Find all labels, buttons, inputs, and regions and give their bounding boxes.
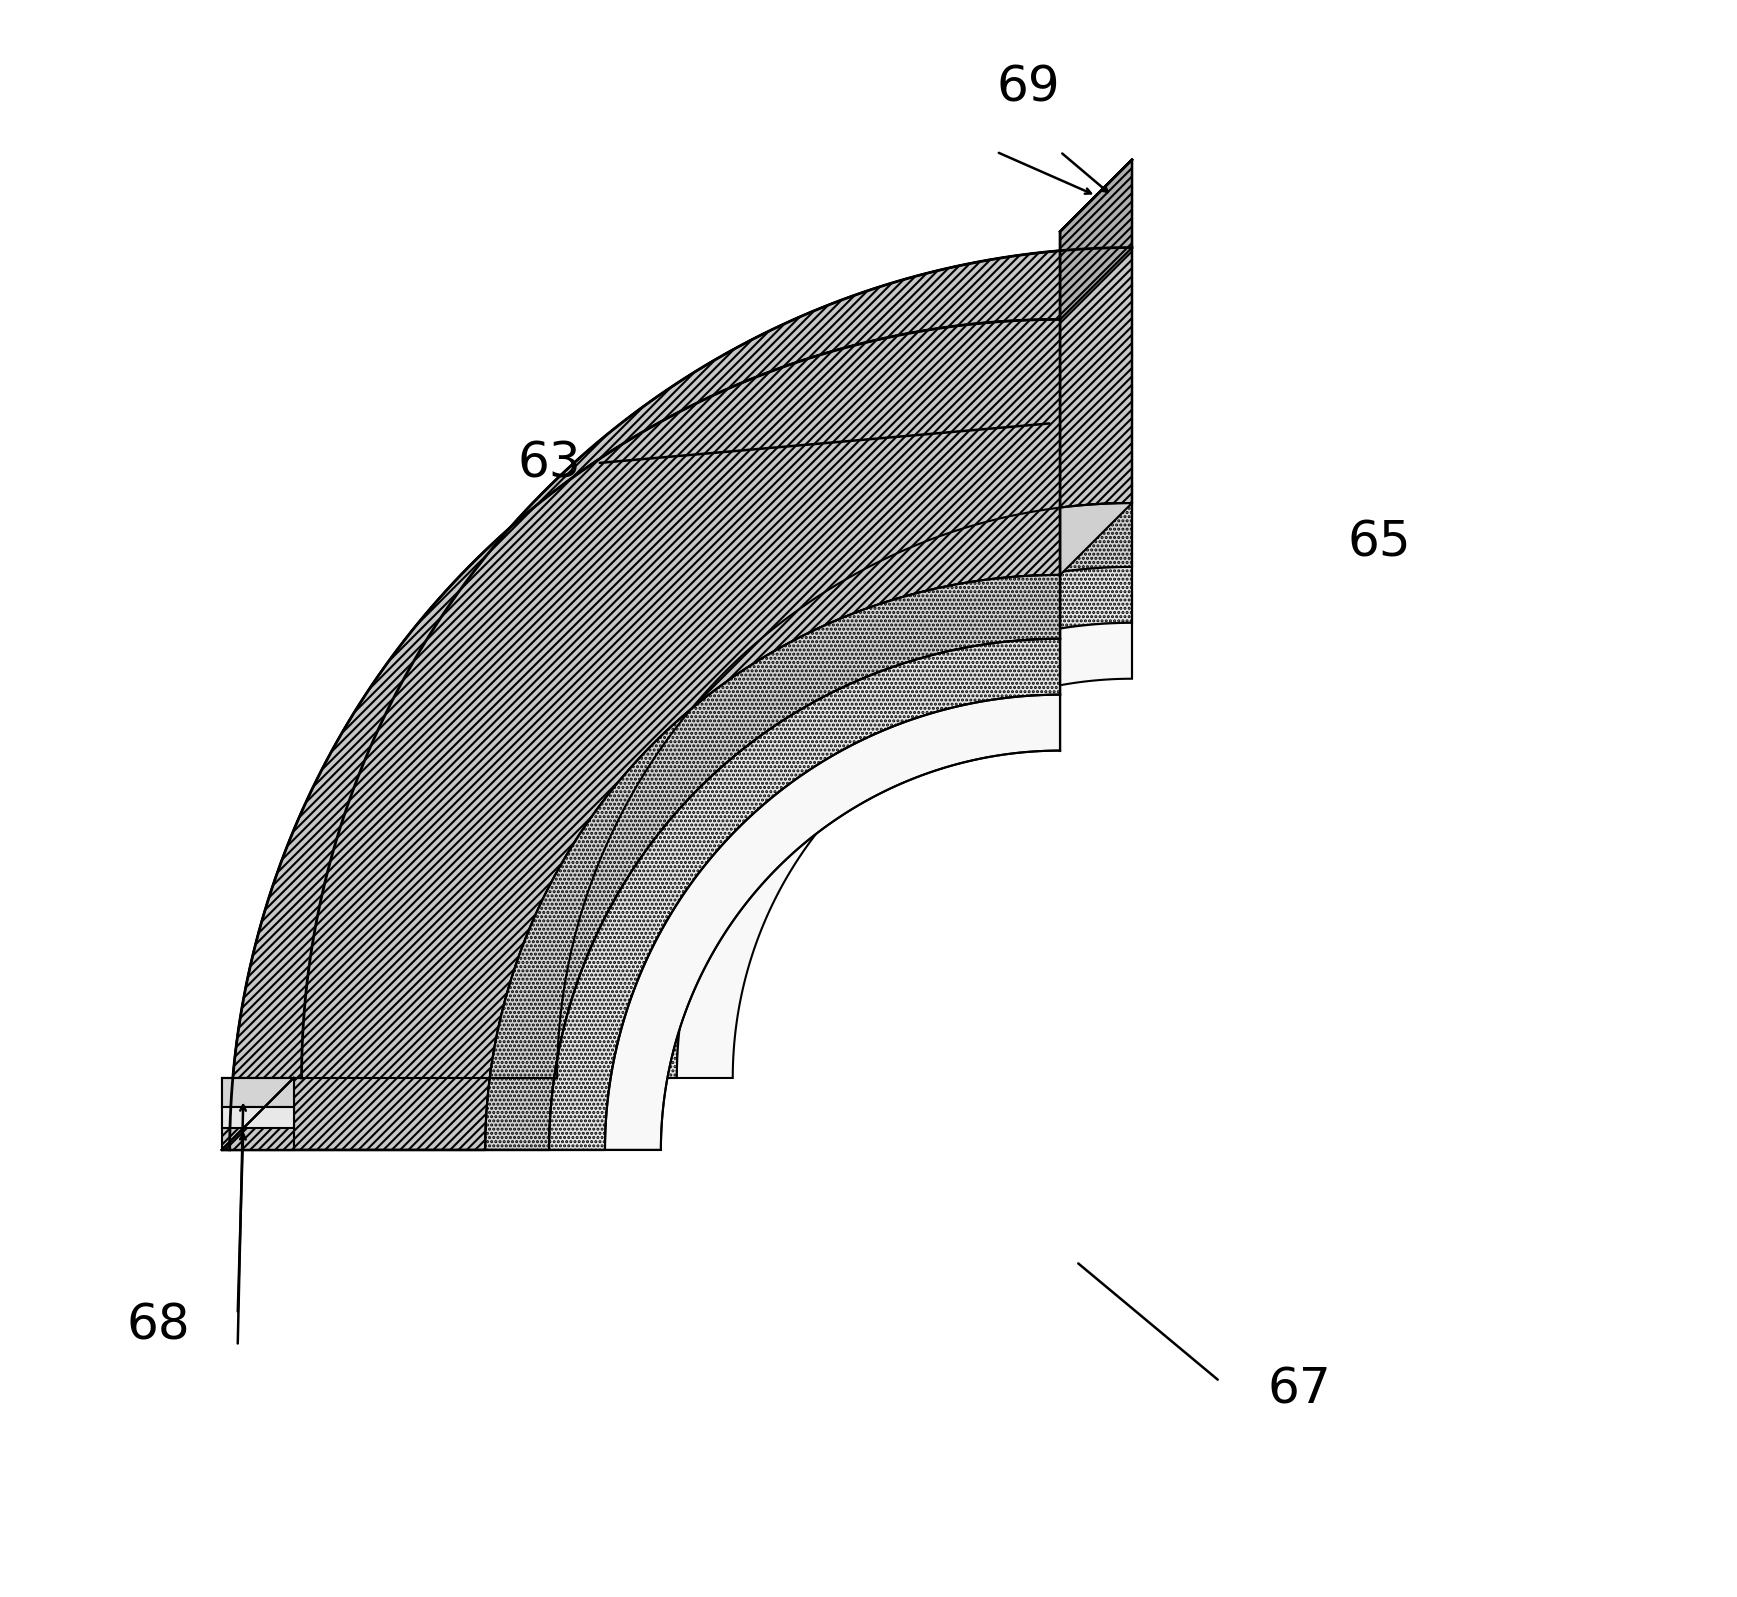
Polygon shape (222, 1107, 294, 1129)
Text: 68: 68 (127, 1302, 189, 1349)
Polygon shape (485, 503, 1133, 1150)
Polygon shape (222, 1078, 294, 1150)
Text: 69: 69 (997, 64, 1060, 112)
Polygon shape (549, 639, 1060, 1150)
Polygon shape (604, 695, 1060, 1150)
Text: 67: 67 (1268, 1365, 1332, 1413)
Polygon shape (302, 248, 1133, 1078)
Polygon shape (1060, 160, 1133, 319)
Polygon shape (620, 567, 1133, 1078)
Polygon shape (485, 575, 1060, 1150)
Polygon shape (1060, 160, 1133, 232)
Polygon shape (1060, 160, 1133, 232)
Polygon shape (1060, 160, 1133, 232)
Polygon shape (222, 1078, 294, 1107)
Polygon shape (229, 248, 1133, 1150)
Polygon shape (222, 1078, 302, 1150)
Text: 63: 63 (518, 439, 580, 487)
Text: 65: 65 (1348, 519, 1412, 567)
Polygon shape (558, 503, 1133, 1078)
Polygon shape (229, 319, 1060, 1150)
Polygon shape (677, 623, 1133, 1078)
